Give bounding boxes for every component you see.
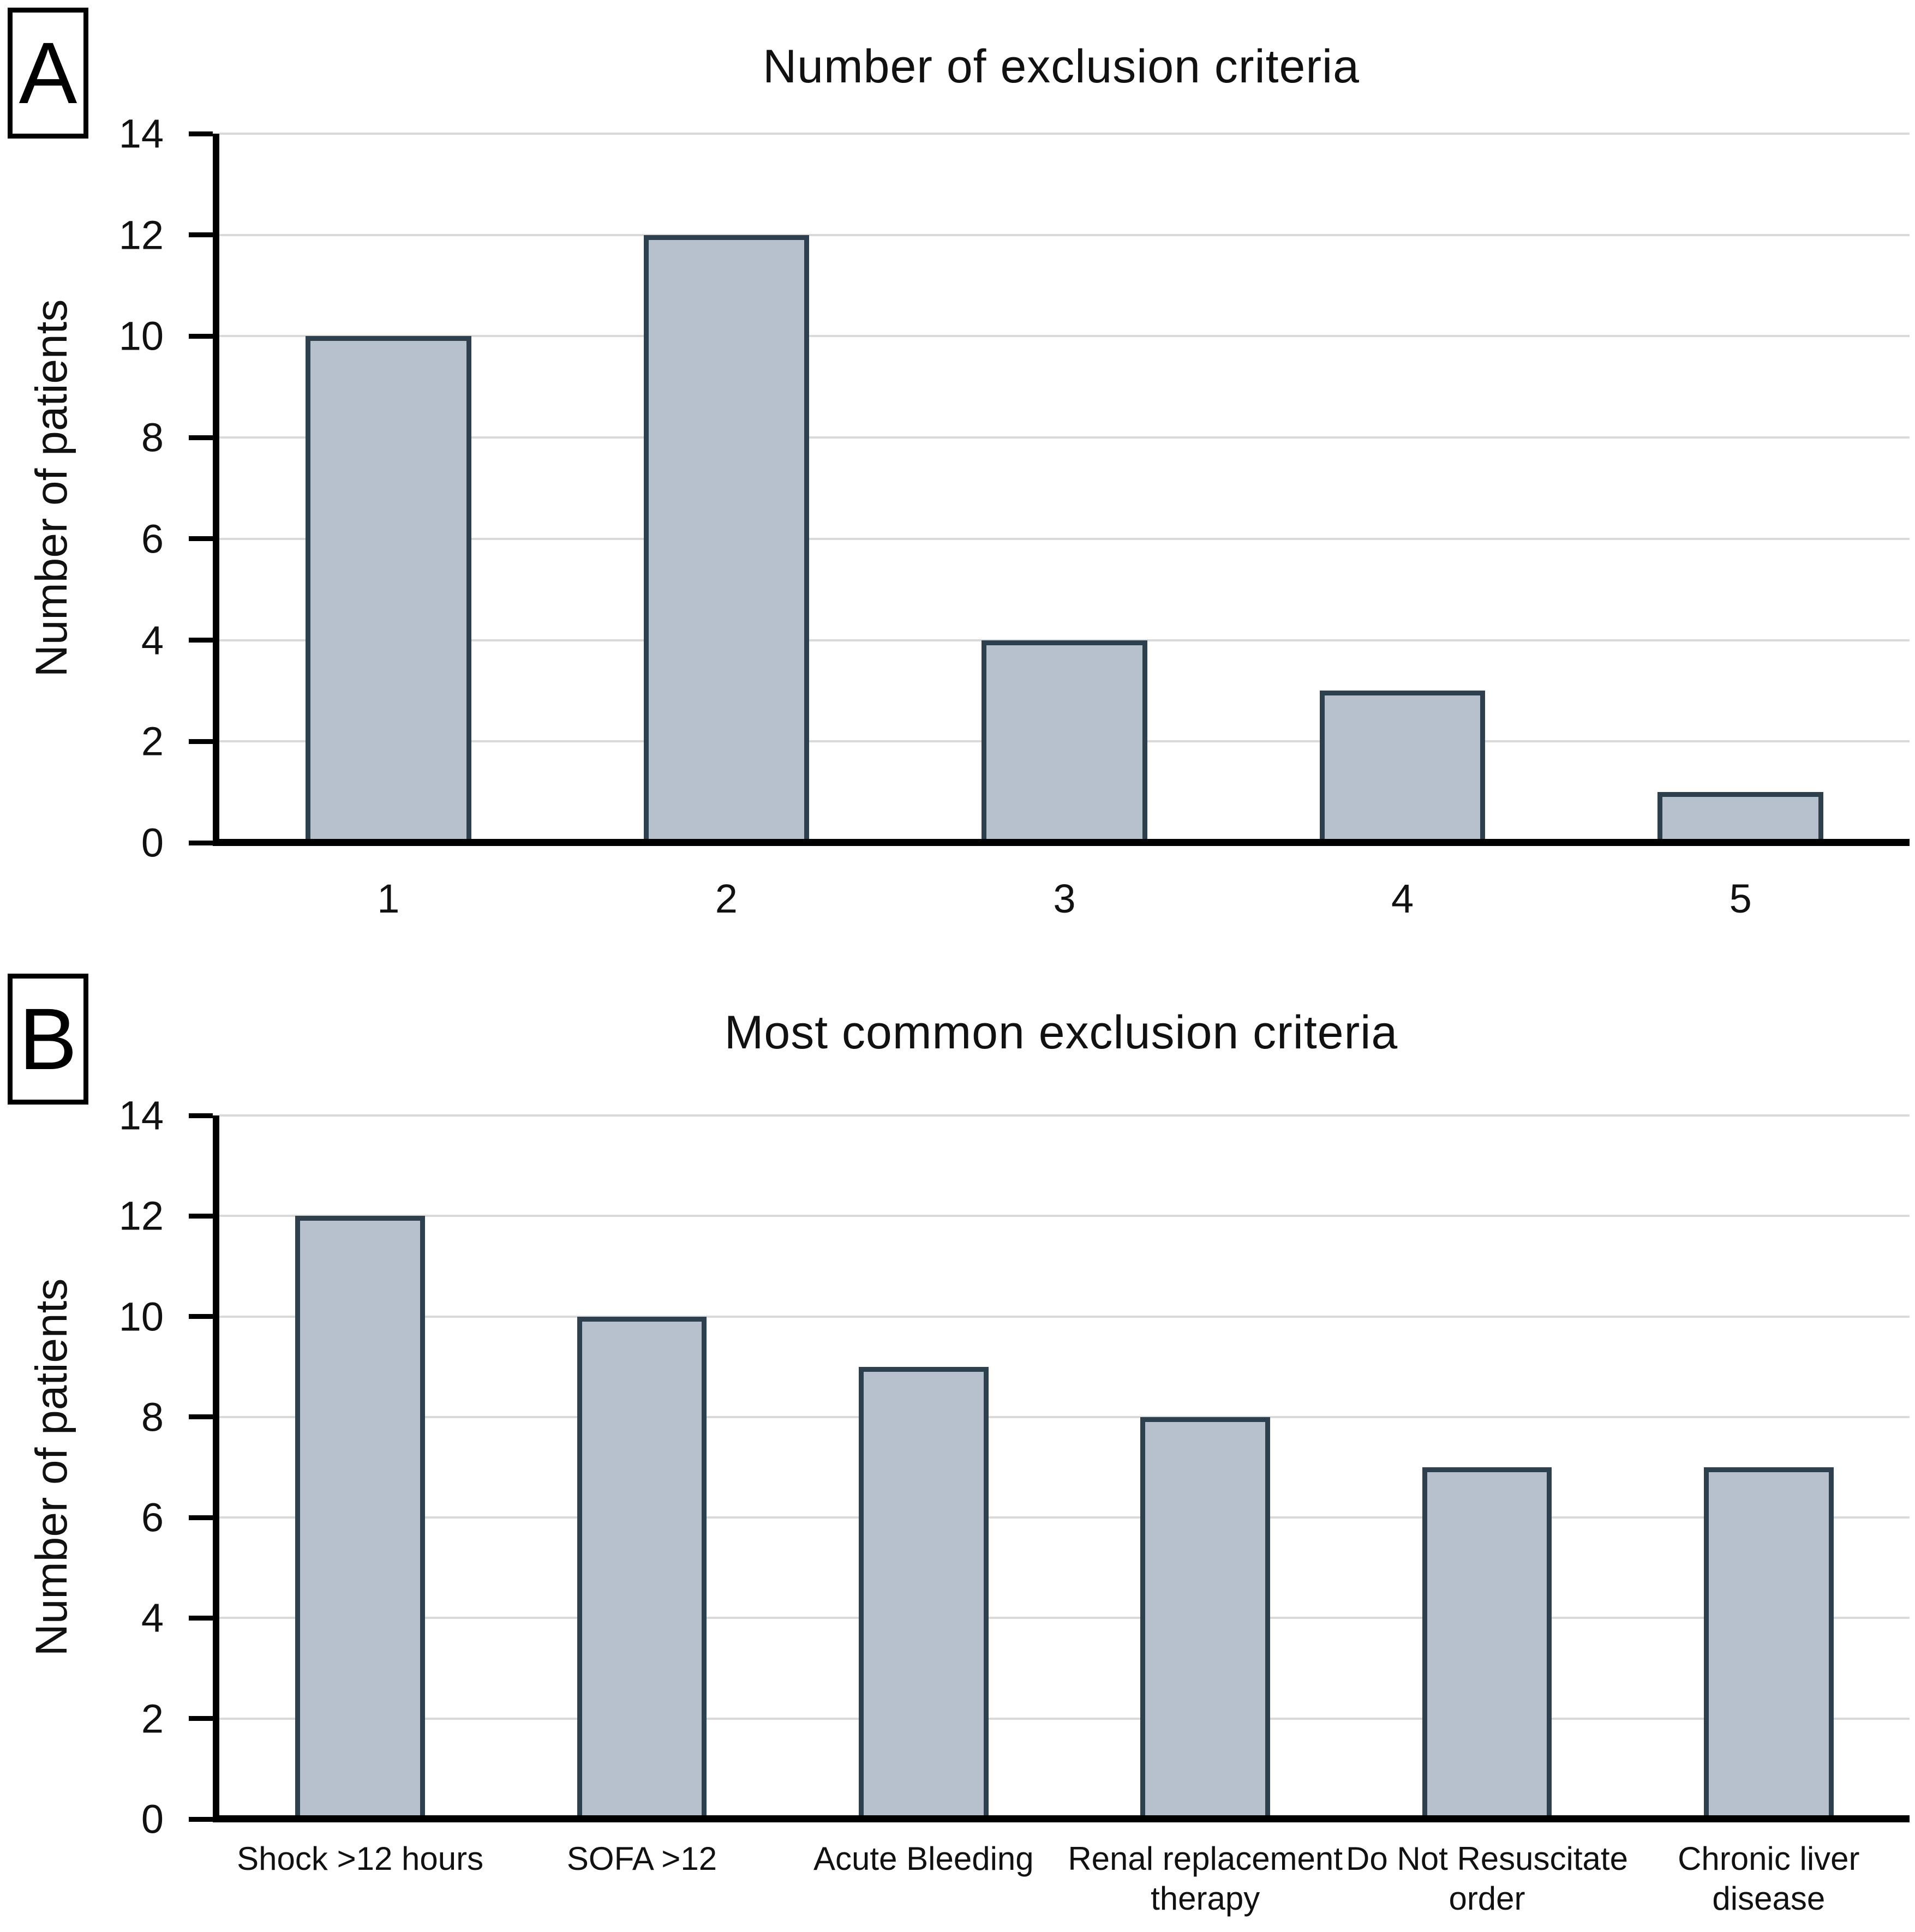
x-tick-label-line: 3 (1053, 876, 1076, 921)
gridline-y-4 (219, 639, 1910, 641)
y-tick-label-14: 14 (118, 1093, 164, 1138)
y-tick-label-6: 6 (141, 516, 164, 562)
x-tick-label-b-5: Do Not Resuscitate order (1339, 1839, 1635, 1918)
y-tick-label-10: 10 (118, 313, 164, 359)
x-tick-label-a-3: 3 (887, 874, 1242, 923)
x-tick-label-line: 1 (377, 876, 400, 921)
x-tick-label-line: 5 (1729, 876, 1752, 921)
panel-b-letter-box: B (8, 974, 88, 1105)
gridline-y-12 (219, 233, 1910, 236)
y-tick-mark-6 (189, 536, 213, 542)
panel-b: B Most common exclusion criteria Number … (0, 966, 1915, 1932)
x-tick-label-line: 4 (1391, 876, 1414, 921)
y-tick-mark-6 (189, 1515, 213, 1520)
y-tick-mark-4 (189, 638, 213, 643)
x-tick-label-line: Chronic liver (1678, 1840, 1860, 1877)
x-tick-label-b-6: Chronic liver disease (1621, 1839, 1915, 1918)
y-tick-mark-12 (189, 232, 213, 238)
x-tick-label-a-1: 1 (211, 874, 566, 923)
x-tick-label-line: Shock >12 hours (237, 1840, 484, 1877)
y-tick-label-2: 2 (141, 718, 164, 764)
bar-b-2 (577, 1316, 707, 1819)
panel-a: A Number of exclusion criteria Number of… (8, 8, 1915, 923)
x-tick-label-line: 2 (715, 876, 738, 921)
bar-a-2 (643, 235, 810, 843)
y-tick-mark-4 (189, 1615, 213, 1621)
y-tick-label-8: 8 (141, 415, 164, 460)
y-tick-mark-2 (189, 739, 213, 744)
x-tick-label-line: Acute Bleeding (813, 1840, 1034, 1877)
y-tick-mark-14 (189, 1113, 213, 1118)
y-tick-mark-10 (189, 1314, 213, 1319)
y-tick-label-6: 6 (141, 1495, 164, 1540)
gridline-y-2 (219, 1717, 1910, 1720)
y-tick-label-0: 0 (141, 1796, 164, 1842)
bar-b-3 (859, 1366, 989, 1819)
gridline-y-14 (219, 133, 1910, 135)
bar-a-3 (982, 640, 1147, 843)
gridline-y-10 (219, 1315, 1910, 1318)
bar-b-6 (1704, 1467, 1834, 1819)
bar-a-4 (1319, 691, 1486, 843)
x-axis-line (213, 1815, 1910, 1822)
y-tick-label-4: 4 (141, 1595, 164, 1641)
bar-a-1 (305, 336, 471, 843)
x-tick-label-line: therapy (1151, 1880, 1260, 1917)
x-tick-label-b-3: Acute Bleeding (776, 1839, 1072, 1879)
panel-b-letter: B (19, 990, 77, 1088)
y-tick-mark-12 (189, 1213, 213, 1219)
x-tick-label-line: order (1449, 1880, 1525, 1917)
gridline-y-8 (219, 436, 1910, 439)
x-tick-label-line: Do Not Resuscitate (1346, 1840, 1628, 1877)
y-tick-label-2: 2 (141, 1696, 164, 1742)
y-tick-mark-8 (189, 1414, 213, 1420)
x-tick-label-line: SOFA >12 (566, 1840, 717, 1877)
gridline-y-4 (219, 1617, 1910, 1619)
gridline-y-10 (219, 335, 1910, 338)
y-tick-label-12: 12 (118, 212, 164, 258)
x-tick-label-b-2: SOFA >12 (494, 1839, 789, 1879)
bar-b-1 (295, 1216, 425, 1819)
gridline-y-12 (219, 1215, 1910, 1217)
y-tick-label-12: 12 (118, 1193, 164, 1239)
gridline-y-6 (219, 537, 1910, 540)
panel-a-plot-area (189, 131, 1910, 846)
x-tick-label-a-2: 2 (549, 874, 904, 923)
bar-a-5 (1657, 792, 1823, 843)
panel-a-letter-box: A (8, 8, 88, 139)
x-tick-label-a-4: 4 (1225, 874, 1580, 923)
y-tick-label-4: 4 (141, 617, 164, 663)
y-tick-label-0: 0 (141, 820, 164, 866)
y-tick-label-14: 14 (118, 111, 164, 157)
gridline-y-8 (219, 1415, 1910, 1418)
y-tick-label-8: 8 (141, 1394, 164, 1440)
y-tick-mark-0 (189, 1816, 213, 1822)
y-tick-mark-2 (189, 1716, 213, 1721)
y-tick-mark-10 (189, 333, 213, 339)
x-tick-label-b-4: Renal replacement therapy (1057, 1839, 1353, 1918)
panel-a-letter: A (19, 24, 77, 122)
x-axis-line (213, 839, 1910, 846)
x-tick-label-b-1: Shock >12 hours (212, 1839, 508, 1879)
y-tick-label-10: 10 (118, 1294, 164, 1340)
bar-b-4 (1140, 1417, 1270, 1819)
y-tick-mark-8 (189, 435, 213, 440)
x-tick-label-line: disease (1712, 1880, 1826, 1917)
y-tick-mark-0 (189, 840, 213, 845)
panel-b-title: Most common exclusion criteria (724, 1006, 1398, 1059)
panel-b-plot-area (189, 1113, 1910, 1822)
bar-b-5 (1422, 1467, 1552, 1819)
x-tick-label-line: Renal replacement (1068, 1840, 1343, 1877)
x-tick-label-a-5: 5 (1563, 874, 1915, 923)
gridline-y-6 (219, 1516, 1910, 1519)
gridline-y-14 (219, 1114, 1910, 1117)
y-tick-mark-14 (189, 131, 213, 136)
panel-a-title: Number of exclusion criteria (763, 40, 1360, 93)
